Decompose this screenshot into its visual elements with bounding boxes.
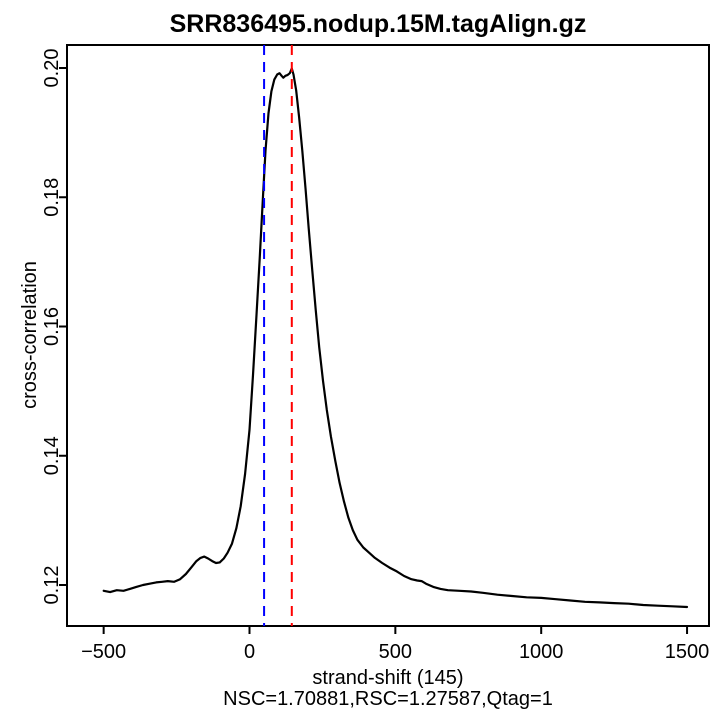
x-tick-label: −500 [81, 641, 126, 663]
plot-border [66, 44, 710, 627]
x-tick-label: 500 [379, 641, 412, 663]
y-tick-label: 0.12 [41, 566, 63, 605]
x-tick-label: 1500 [665, 641, 710, 663]
y-tick-label: 0.16 [41, 307, 63, 346]
x-tick-label: 1000 [519, 641, 564, 663]
cross-correlation-curve [102, 67, 689, 609]
x-tick-label: 0 [244, 641, 255, 663]
y-tick-label: 0.14 [41, 436, 63, 475]
data-layer [102, 45, 689, 626]
y-tick-label: 0.20 [41, 49, 63, 88]
y-axis-label: cross-correlation [19, 261, 41, 409]
axis-ticks: −500 0 500 1000 1500 0.12 0.14 0.16 0.18 0.20 [41, 49, 709, 663]
y-tick-label: 0.18 [41, 178, 63, 217]
stats-label: NSC=1.70881,RSC=1.27587,Qtag=1 [223, 688, 553, 710]
x-axis-label: strand-shift (145) [312, 667, 463, 689]
chart-title: SRR836495.nodup.15M.tagAlign.gz [170, 10, 587, 38]
